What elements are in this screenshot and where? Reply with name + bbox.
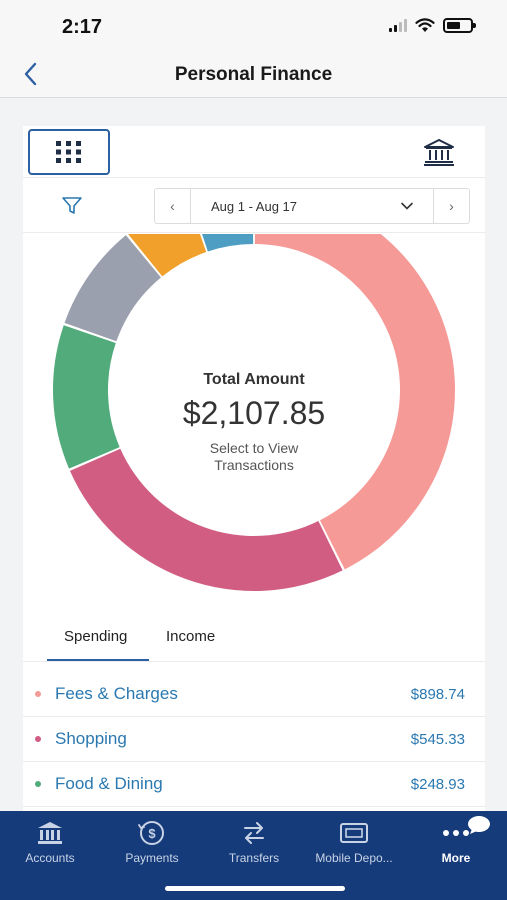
tab-label: Payments [125, 851, 179, 865]
donut-segment-5[interactable] [190, 234, 254, 252]
category-amount: $545.33 [410, 731, 465, 748]
page-title: Personal Finance [174, 64, 333, 85]
total-amount-value: $2,107.85 [182, 395, 326, 431]
view-toolbar [23, 126, 485, 178]
mobile-deposit-icon [340, 823, 368, 843]
home-indicator [165, 886, 345, 891]
grid-view-button[interactable] [28, 129, 110, 175]
category-row-food-dining[interactable]: Food & Dining $248.93 [23, 762, 485, 807]
donut-segment-3[interactable] [64, 235, 161, 342]
bank-icon [38, 822, 62, 844]
tab-income[interactable]: Income [166, 628, 216, 645]
active-tab-indicator [47, 659, 149, 661]
category-label: Shopping [55, 729, 127, 748]
previous-period-button[interactable]: ‹ [155, 189, 191, 223]
date-range-selector: ‹ Aug 1 - Aug 17 › [154, 188, 470, 224]
more-icon [443, 830, 469, 836]
chevron-right-icon: › [449, 198, 454, 214]
payments-icon: $ [138, 821, 164, 845]
svg-text:$: $ [148, 826, 156, 841]
date-range-dropdown[interactable]: Aug 1 - Aug 17 [191, 189, 433, 223]
donut-segment-2[interactable] [53, 325, 120, 469]
tab-accounts[interactable]: Accounts [0, 819, 100, 865]
donut-segment-0[interactable] [254, 234, 455, 570]
status-bar: 2:17 [0, 0, 507, 52]
spending-income-tabs: Spending Income [23, 616, 485, 662]
tab-transfers[interactable]: Transfers [204, 819, 304, 865]
chevron-left-icon: ‹ [170, 198, 175, 214]
bank-icon [424, 139, 454, 166]
tab-mobile-deposit[interactable]: Mobile Depo... [304, 819, 404, 865]
filter-icon [62, 197, 82, 214]
category-label: Fees & Charges [55, 684, 178, 703]
filter-button[interactable] [61, 196, 83, 218]
category-amount: $898.74 [410, 686, 465, 703]
category-row-shopping[interactable]: Shopping $545.33 [23, 717, 485, 762]
filter-row: ‹ Aug 1 - Aug 17 › [23, 179, 485, 233]
back-button[interactable] [16, 60, 44, 88]
category-row-fees-charges[interactable]: Fees & Charges $898.74 [23, 672, 485, 717]
total-amount-title: Total Amount [203, 371, 305, 388]
status-time: 2:17 [62, 16, 103, 38]
tab-payments[interactable]: $ Payments [102, 819, 202, 865]
battery-icon [443, 18, 476, 33]
navigation-bar: Personal Finance [0, 52, 507, 98]
grid-icon [56, 141, 81, 163]
tab-label: Transfers [228, 851, 280, 865]
view-transactions-hint: Select to View Transactions [209, 440, 299, 473]
tab-more[interactable]: More [406, 819, 506, 865]
accounts-view-button[interactable] [423, 138, 455, 166]
spending-donut-chart: Total Amount $2,107.85 Select to View Tr… [23, 234, 485, 614]
tab-label: More [441, 851, 471, 865]
total-amount-summary[interactable]: Total Amount $2,107.85 Select to View Tr… [23, 371, 485, 474]
category-list: Fees & Charges $898.74 Shopping $545.33 … [23, 672, 485, 807]
donut-chart-svg [53, 234, 455, 591]
finance-card: ‹ Aug 1 - Aug 17 › Total Amount $2,107.8… [23, 126, 485, 816]
bottom-tab-bar: Accounts $ Payments Transfers Mobile [0, 811, 507, 900]
next-period-button[interactable]: › [433, 189, 469, 223]
category-color-dot [35, 736, 41, 742]
chevron-down-icon [401, 202, 413, 210]
wifi-icon [415, 18, 435, 32]
chat-bubble-icon[interactable] [467, 815, 491, 835]
tab-label: Accounts [25, 851, 75, 865]
tab-spending[interactable]: Spending [64, 628, 128, 645]
tab-label: Mobile Depo... [315, 851, 393, 865]
category-amount: $248.93 [410, 776, 465, 793]
date-range-label: Aug 1 - Aug 17 [211, 198, 298, 214]
category-color-dot [35, 781, 41, 787]
category-label: Food & Dining [55, 774, 163, 793]
donut-segment-1[interactable] [69, 448, 343, 591]
donut-segment-4[interactable] [128, 234, 207, 277]
cellular-signal-icon [389, 19, 407, 32]
category-color-dot [35, 691, 41, 697]
status-icons [389, 18, 476, 33]
chevron-left-icon [24, 62, 37, 86]
transfers-icon [244, 822, 264, 844]
